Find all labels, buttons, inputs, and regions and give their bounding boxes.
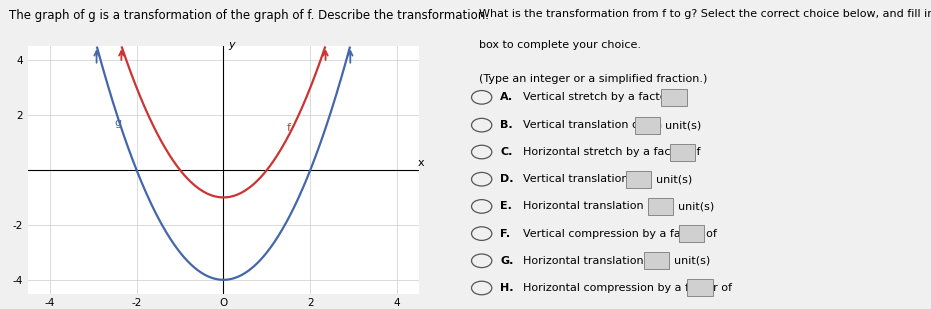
Text: f: f	[287, 124, 290, 133]
Text: E.: E.	[500, 201, 512, 211]
Text: Horizontal stretch by a factor of: Horizontal stretch by a factor of	[523, 147, 701, 157]
Text: The graph of g is a transformation of the graph of f. Describe the transformatio: The graph of g is a transformation of th…	[9, 9, 490, 22]
Text: Horizontal translation right: Horizontal translation right	[523, 201, 674, 211]
Text: Vertical translation up: Vertical translation up	[523, 174, 646, 184]
Text: (Type an integer or a simplified fraction.): (Type an integer or a simplified fractio…	[479, 74, 708, 84]
Text: unit(s): unit(s)	[678, 201, 714, 211]
Text: Vertical stretch by a factor of: Vertical stretch by a factor of	[523, 92, 685, 102]
Text: unit(s): unit(s)	[665, 120, 701, 130]
Text: G.: G.	[500, 256, 514, 266]
Bar	[627, 171, 652, 188]
Text: y: y	[228, 40, 235, 50]
Text: box to complete your choice.: box to complete your choice.	[479, 40, 641, 50]
Text: F.: F.	[500, 229, 510, 239]
Text: B.: B.	[500, 120, 513, 130]
Bar	[687, 279, 713, 297]
Text: unit(s): unit(s)	[656, 174, 693, 184]
Text: Vertical compression by a factor of: Vertical compression by a factor of	[523, 229, 717, 239]
Text: H.: H.	[500, 283, 514, 293]
Text: Horizontal translation left: Horizontal translation left	[523, 256, 666, 266]
Text: Vertical translation down: Vertical translation down	[523, 120, 662, 130]
Text: Horizontal compression by a factor of: Horizontal compression by a factor of	[523, 283, 732, 293]
Text: What is the transformation from f to g? Select the correct choice below, and fil: What is the transformation from f to g? …	[479, 9, 931, 19]
Text: g: g	[115, 118, 122, 128]
Bar	[635, 116, 660, 133]
Text: D.: D.	[500, 174, 514, 184]
Text: x: x	[418, 158, 425, 168]
Bar	[679, 225, 704, 242]
Text: unit(s): unit(s)	[674, 256, 709, 266]
Text: A.: A.	[500, 92, 513, 102]
Bar	[643, 252, 669, 269]
Bar	[648, 198, 673, 215]
Text: C.: C.	[500, 147, 512, 157]
Bar	[670, 143, 695, 161]
Bar	[661, 89, 686, 106]
